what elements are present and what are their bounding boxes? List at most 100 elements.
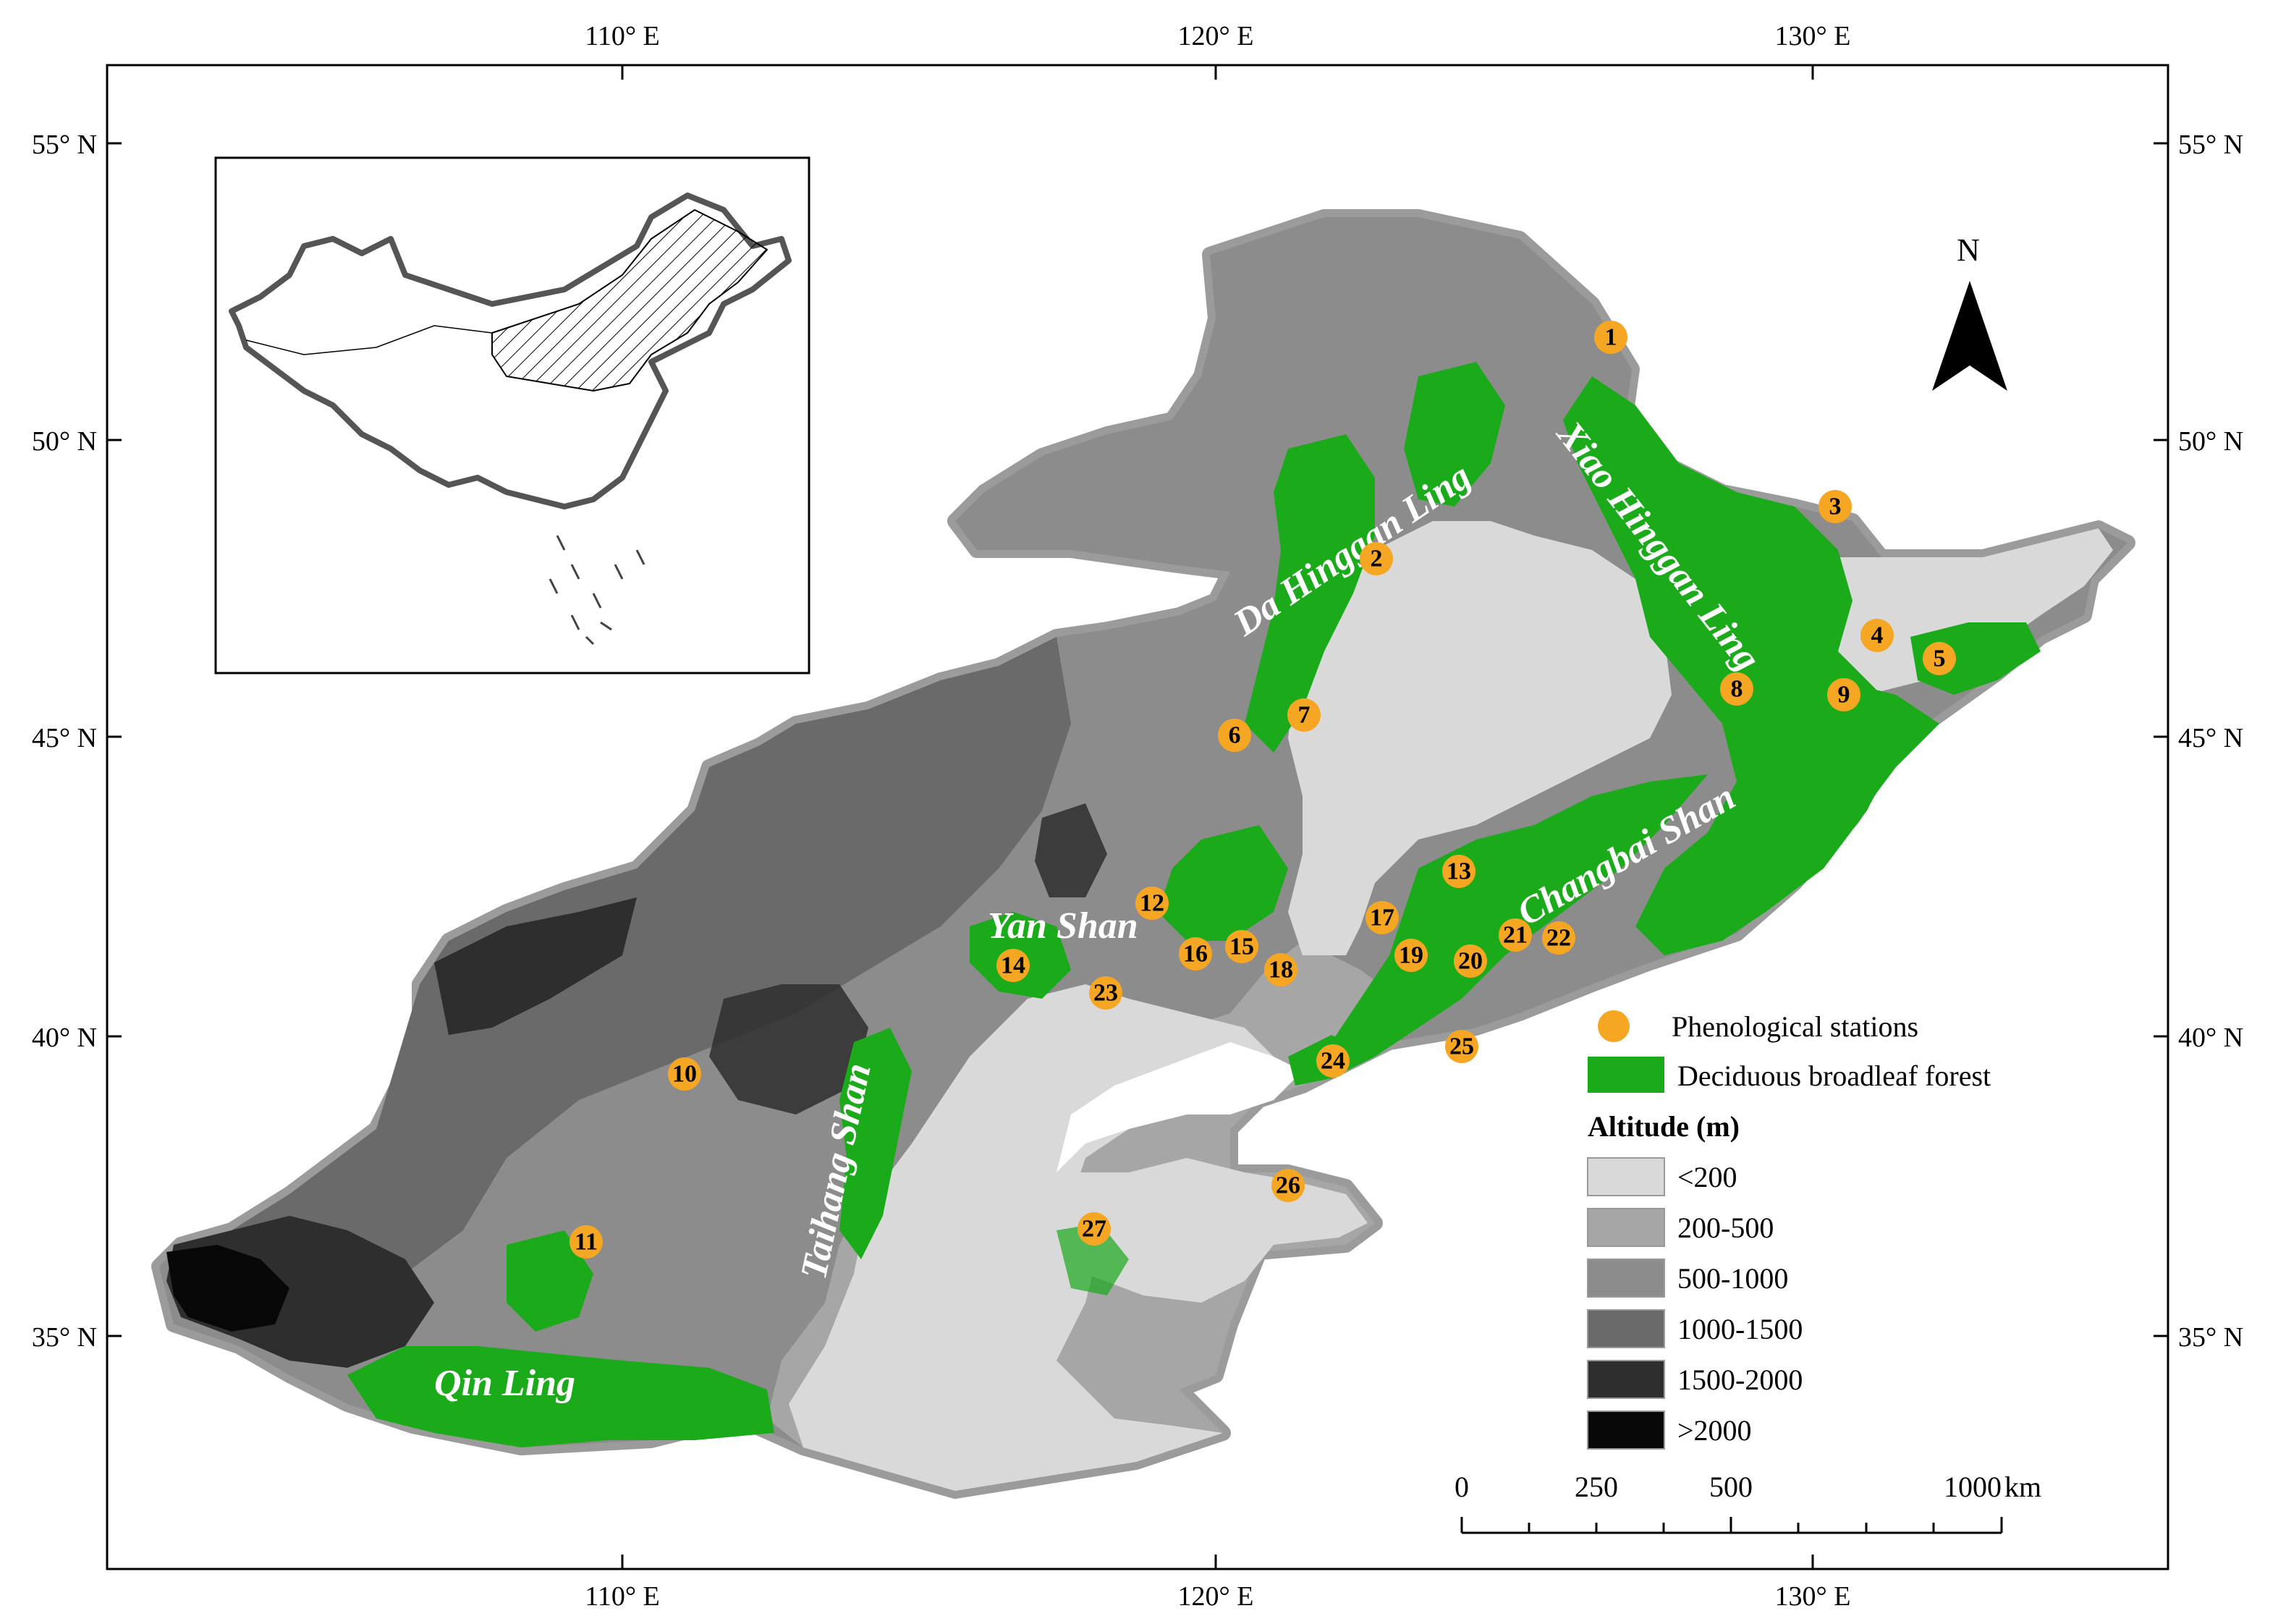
- bottom-tick-label: 120° E: [1178, 1581, 1254, 1612]
- svg-text:17: 17: [1370, 905, 1394, 931]
- left-axis-labels: 55° N 50° N 45° N 40° N 35° N: [32, 130, 97, 1353]
- station-11: 11: [570, 1225, 603, 1259]
- station-8: 8: [1720, 672, 1753, 706]
- station-1: 1: [1594, 321, 1627, 354]
- altitude-lt200-northeast: [1288, 521, 1672, 955]
- range-label-yan-shan: Yan Shan: [988, 905, 1138, 947]
- svg-text:24: 24: [1321, 1048, 1345, 1075]
- legend-station-label: Phenological stations: [1672, 1010, 1918, 1043]
- svg-text:21: 21: [1503, 922, 1528, 949]
- station-4: 4: [1860, 619, 1894, 652]
- station-22: 22: [1542, 921, 1575, 955]
- legend-alt-label: 1000-1500: [1677, 1313, 1803, 1345]
- station-9: 9: [1827, 678, 1860, 711]
- svg-text:7: 7: [1298, 702, 1311, 729]
- altitude-gt2000: [166, 1245, 289, 1332]
- svg-text:13: 13: [1447, 858, 1471, 885]
- svg-text:2: 2: [1371, 546, 1383, 572]
- svg-text:25: 25: [1449, 1033, 1474, 1060]
- svg-text:9: 9: [1838, 682, 1850, 709]
- right-tick-label: 50° N: [2178, 426, 2243, 457]
- legend-alt-label: 500-1000: [1677, 1262, 1788, 1295]
- right-axis-labels: 55° N 50° N 45° N 40° N 35° N: [2178, 130, 2243, 1353]
- left-tick-label: 55° N: [32, 130, 97, 160]
- station-18: 18: [1264, 953, 1297, 986]
- svg-text:27: 27: [1082, 1216, 1106, 1243]
- right-tick-label: 40° N: [2178, 1023, 2243, 1053]
- legend-alt-swatch: [1587, 1208, 1665, 1247]
- svg-text:20: 20: [1458, 948, 1483, 975]
- station-12: 12: [1135, 887, 1169, 920]
- svg-text:8: 8: [1731, 676, 1743, 703]
- station-7: 7: [1287, 698, 1321, 732]
- scale-label: 250: [1575, 1471, 1618, 1503]
- station-10: 10: [668, 1057, 701, 1091]
- station-25: 25: [1445, 1030, 1478, 1063]
- station-20: 20: [1454, 944, 1487, 978]
- station-15: 15: [1225, 930, 1258, 963]
- scale-label: 1000: [1944, 1471, 2002, 1503]
- left-tick-label: 40° N: [32, 1023, 97, 1053]
- station-5: 5: [1923, 642, 1956, 675]
- svg-text:3: 3: [1829, 494, 1842, 520]
- station-24: 24: [1316, 1044, 1350, 1078]
- left-tick-label: 45° N: [32, 723, 97, 753]
- svg-text:4: 4: [1871, 622, 1884, 649]
- axis-ticks: [107, 65, 2168, 1569]
- svg-text:22: 22: [1546, 925, 1571, 952]
- left-tick-label: 35° N: [32, 1322, 97, 1353]
- bottom-axis-labels: 110° E 120° E 130° E: [585, 1581, 1850, 1612]
- svg-text:19: 19: [1399, 942, 1423, 969]
- altitude-1500-2000-c: [709, 984, 868, 1115]
- legend-alt-swatch: [1587, 1259, 1665, 1298]
- station-26: 26: [1271, 1169, 1305, 1202]
- forest-layer: [347, 362, 2041, 1447]
- left-tick-label: 50° N: [32, 426, 97, 457]
- range-label-qin-ling: Qin Ling: [434, 1363, 575, 1404]
- top-tick-label: 130° E: [1775, 21, 1851, 51]
- right-tick-label: 55° N: [2178, 130, 2243, 160]
- scale-label: 0: [1455, 1471, 1469, 1503]
- svg-text:1: 1: [1605, 324, 1617, 351]
- map-frame: [106, 64, 2169, 1570]
- station-19: 19: [1394, 939, 1428, 972]
- scale-label: 500: [1709, 1471, 1753, 1503]
- svg-text:12: 12: [1140, 890, 1164, 917]
- svg-text:15: 15: [1229, 934, 1254, 960]
- inset-internal-boundary: [245, 325, 493, 355]
- altitude-1500-2000: [434, 897, 637, 1035]
- scale-unit: km: [2004, 1471, 2041, 1503]
- legend-station-icon: [1598, 1010, 1630, 1042]
- legend-alt-swatch: [1587, 1411, 1665, 1450]
- station-17: 17: [1365, 901, 1399, 934]
- station-2: 2: [1360, 542, 1393, 575]
- svg-text:16: 16: [1183, 941, 1208, 968]
- north-arrow: N: [1932, 232, 2007, 391]
- bottom-tick-label: 130° E: [1775, 1581, 1851, 1612]
- svg-text:14: 14: [1001, 952, 1025, 979]
- legend-alt-swatch: [1587, 1309, 1665, 1348]
- legend-forest-label: Deciduous broadleaf forest: [1677, 1060, 1991, 1092]
- right-tick-label: 45° N: [2178, 723, 2243, 753]
- legend-alt-label: >2000: [1677, 1414, 1752, 1447]
- inset-study-area: [491, 208, 768, 392]
- inset-south-sea-islands: [549, 535, 645, 646]
- svg-text:11: 11: [575, 1229, 598, 1256]
- altitude-1500-2000-d: [1035, 803, 1107, 897]
- bohai-sea: [1057, 1042, 1303, 1172]
- station-14: 14: [996, 949, 1030, 982]
- svg-text:23: 23: [1093, 980, 1118, 1007]
- station-23: 23: [1089, 976, 1122, 1010]
- legend-altitude-title: Altitude (m): [1588, 1110, 1740, 1143]
- right-tick-label: 35° N: [2178, 1322, 2243, 1353]
- station-6: 6: [1218, 719, 1251, 752]
- top-axis-labels: 110° E 120° E 130° E: [585, 21, 1850, 51]
- north-arrow-label: N: [1957, 232, 1980, 268]
- station-16: 16: [1179, 937, 1212, 970]
- svg-text:6: 6: [1229, 722, 1241, 749]
- stations: 1 2 3 4 5 6 7 8 9 10 11 12 13 14 15 16 1…: [570, 321, 1956, 1259]
- svg-text:10: 10: [672, 1061, 697, 1088]
- legend: Phenological stations Deciduous broadlea…: [1587, 1010, 1991, 1450]
- altitude-1000-1500: [232, 637, 1071, 1317]
